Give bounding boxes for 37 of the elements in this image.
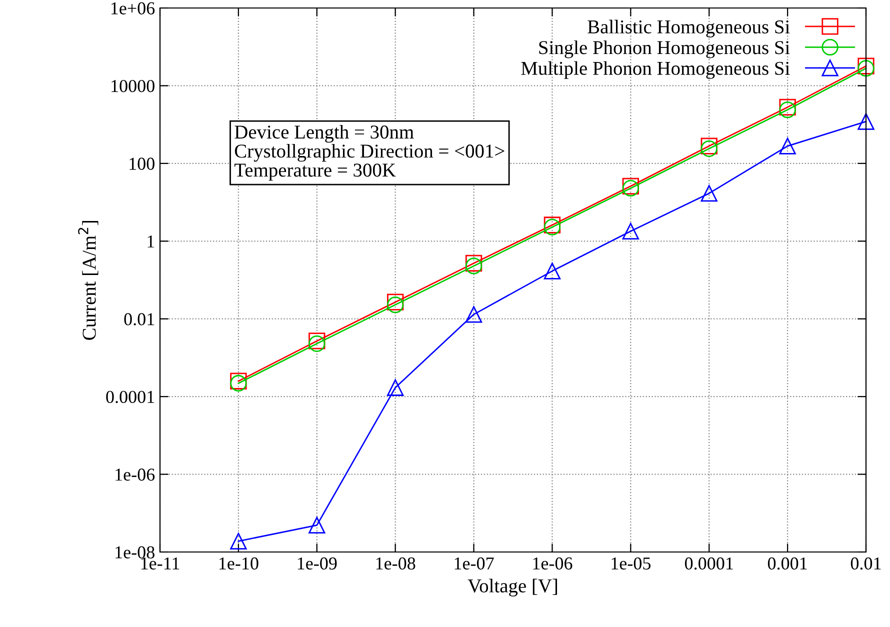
point — [465, 254, 482, 272]
point — [858, 113, 874, 130]
y-tick-label: 1e-08 — [116, 546, 154, 558]
point — [387, 294, 404, 310]
point — [387, 379, 404, 396]
y-tick-label: 0.0001 — [106, 390, 154, 404]
y-tick-label: 100 — [130, 158, 154, 170]
point — [622, 222, 639, 240]
point — [308, 516, 326, 534]
x-tick-label: 1e-09 — [298, 557, 337, 570]
x-tick-label: 0.01 — [850, 557, 881, 570]
point — [544, 262, 561, 280]
y-tick-label: 1 — [148, 235, 154, 248]
y-tick-label: 0.01 — [124, 313, 154, 326]
legend-label: Single Phonon Homogeneous Si — [539, 40, 790, 58]
point — [779, 138, 796, 154]
legend-label: Ballistic Homogeneous Si — [588, 20, 790, 38]
y-tick-label: 1e-06 — [116, 468, 155, 481]
y-tick-label: 1e+06 — [111, 2, 155, 14]
x-tick-label: 1e-07 — [454, 557, 494, 570]
annotation: Device Length = 30nm Crystollgraphic Direction = <001> Temperature = 300K — [234, 124, 504, 181]
x-tick-label: 1e-11 — [141, 557, 180, 570]
x-tick-label: 1e-05 — [612, 557, 651, 570]
x-tick-label: 1e-06 — [533, 557, 572, 570]
point — [465, 306, 482, 323]
y-tick-label: 10000 — [112, 80, 154, 92]
point — [387, 296, 404, 314]
point — [465, 258, 482, 274]
x-tick-label: 1e-08 — [376, 557, 416, 570]
point — [700, 184, 718, 202]
y-axis-title: Current [A/m$^{2}$] — [78, 220, 98, 340]
legend-label: Multiple Phonon Homogeneous Si — [521, 61, 790, 79]
x-tick-label: 0.0001 — [684, 557, 733, 570]
point — [230, 532, 247, 550]
x-tick-label: 1e-10 — [219, 557, 258, 570]
x-tick-label: 0.001 — [768, 557, 807, 570]
x-axis-title: Voltage [V] — [468, 578, 558, 596]
